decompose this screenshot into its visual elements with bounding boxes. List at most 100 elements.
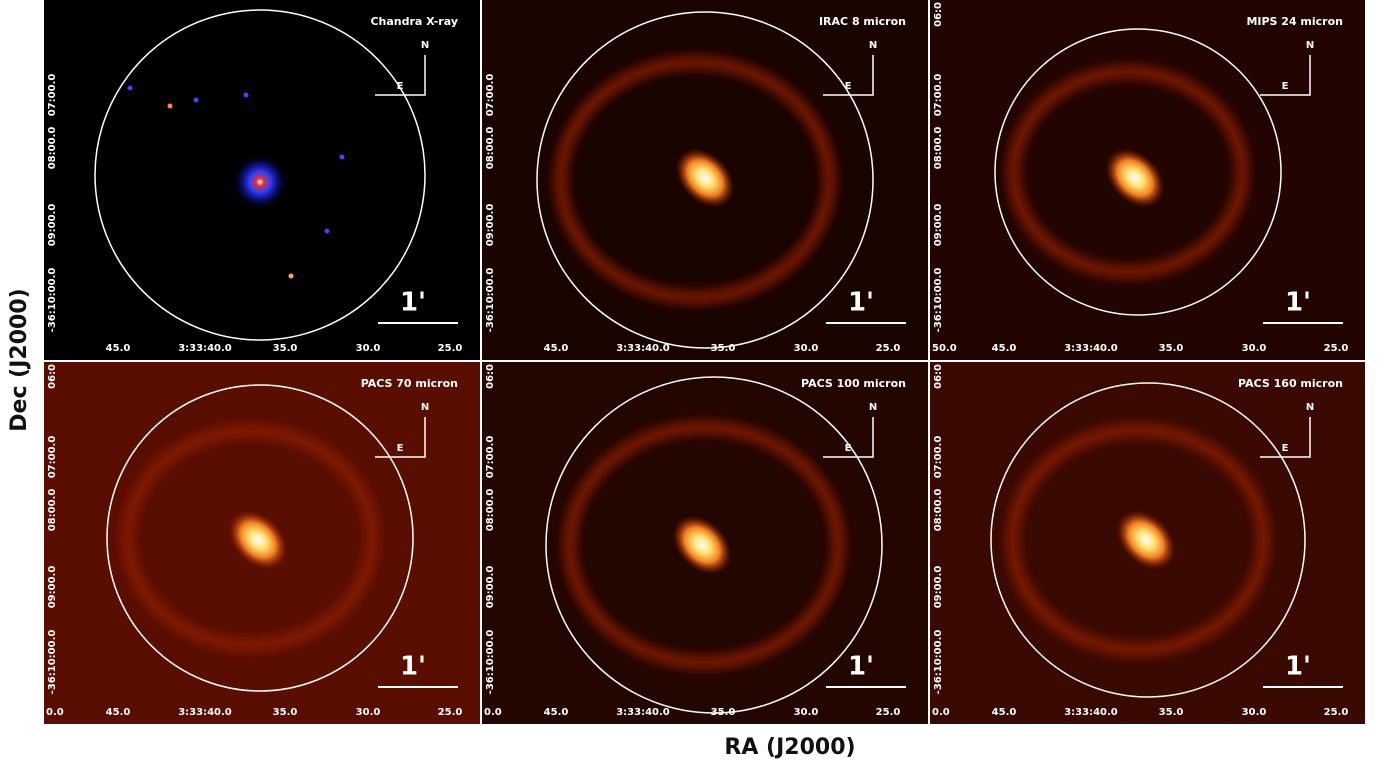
scale-label: 1': [1285, 288, 1311, 318]
ra-tick-label: 25.0: [1324, 343, 1349, 354]
point-source: [340, 155, 345, 160]
dec-tick-label: 08:00.0: [47, 127, 58, 170]
panel: Chandra X-ray N E 1' 45.0 3:33:40.0 35.0 30.0 25…: [44, 0, 480, 360]
north-label: N: [421, 40, 429, 51]
ra-tick-label: 3:33:40.0: [178, 343, 232, 354]
ra-tick-label: 25.0: [438, 707, 463, 718]
east-label: E: [845, 443, 852, 454]
ra-tick-label: 35.0: [273, 707, 298, 718]
dec-tick-label: 07:00.0: [485, 436, 496, 479]
panel-title: IRAC 8 micron: [819, 15, 906, 28]
east-label: E: [397, 443, 404, 454]
y-axis-label: Dec (J2000): [7, 288, 32, 431]
ra-tick-label: 35.0: [273, 343, 298, 354]
point-source: [168, 104, 173, 109]
dec-tick-label: 09:00.0: [933, 566, 944, 609]
ra-tick-label: 30.0: [1242, 343, 1267, 354]
ra-tick-label: 25.0: [438, 343, 463, 354]
dec-tick-label: 09:00.0: [485, 204, 496, 247]
ra-tick-label: 45.0: [106, 343, 131, 354]
panel: PACS 100 micron N E 1' 45.0 3:33:40.0 35.0 30.0…: [482, 362, 928, 724]
scale-label: 1': [1285, 652, 1311, 682]
ra-tick-label: 25.0: [1324, 707, 1349, 718]
ra-tick-label: 25.0: [876, 707, 901, 718]
page: {"axis_labels":{"x":"RA (J2000)","y":"De…: [0, 0, 1387, 773]
dec-tick-label: 08:00.0: [933, 127, 944, 170]
ra-edge-label: 0.0: [46, 707, 64, 718]
ra-tick-label: 35.0: [711, 707, 736, 718]
ra-tick-label: 30.0: [356, 707, 381, 718]
dec-edge-label: 06:0: [485, 364, 496, 389]
north-label: N: [1306, 402, 1314, 413]
scale-label: 1': [400, 288, 426, 318]
east-label: E: [1282, 443, 1289, 454]
dec-edge-label: 06:0: [933, 364, 944, 389]
ra-tick-label: 3:33:40.0: [1064, 707, 1118, 718]
panel: PACS 70 micron N E 1' 45.0 3:33:40.0 35.0 30.0 2…: [44, 362, 480, 724]
ra-tick-label: 30.0: [794, 707, 819, 718]
dec-tick-label: -36:10:00.0: [933, 630, 944, 695]
figure: RA (J2000) Dec (J2000) Chandra X-ray N E 1'…: [0, 0, 1387, 769]
ra-tick-label: 35.0: [1159, 707, 1184, 718]
dec-tick-label: -36:10:00.0: [485, 630, 496, 695]
panel-title: MIPS 24 micron: [1246, 15, 1343, 28]
ra-edge-label: 50.0: [932, 343, 957, 354]
dec-tick-label: 07:00.0: [47, 74, 58, 117]
x-axis-label: RA (J2000): [724, 735, 855, 760]
north-label: N: [869, 402, 877, 413]
point-source: [244, 93, 249, 98]
ra-tick-label: 25.0: [876, 343, 901, 354]
north-label: N: [1306, 40, 1314, 51]
dec-tick-label: 07:00.0: [933, 74, 944, 117]
ra-tick-label: 3:33:40.0: [178, 707, 232, 718]
ra-tick-label: 3:33:40.0: [616, 707, 670, 718]
panel: IRAC 8 micronNE1'45.03:33:40.035.030.025…: [482, 0, 928, 360]
dec-edge-label: 06:0: [933, 2, 944, 27]
dec-tick-label: -36:10:00.0: [485, 268, 496, 333]
dec-tick-label: -36:10:00.0: [47, 268, 58, 333]
east-label: E: [397, 81, 404, 92]
scale-label: 1': [848, 652, 874, 682]
dec-tick-label: 09:00.0: [933, 204, 944, 247]
ra-edge-label: 0.0: [484, 707, 502, 718]
panel-title: Chandra X-ray: [370, 15, 458, 28]
point-source: [289, 274, 294, 279]
dec-tick-label: 08:00.0: [47, 489, 58, 532]
ra-tick-label: 3:33:40.0: [1064, 343, 1118, 354]
ra-tick-label: 35.0: [711, 343, 736, 354]
scale-label: 1': [848, 288, 874, 318]
panel-title: PACS 70 micron: [361, 377, 458, 390]
dec-tick-label: 09:00.0: [485, 566, 496, 609]
ra-tick-label: 45.0: [992, 343, 1017, 354]
dec-tick-label: -36:10:00.0: [933, 268, 944, 333]
ra-tick-label: 45.0: [544, 343, 569, 354]
scale-label: 1': [400, 652, 426, 682]
dec-tick-label: 07:00.0: [933, 436, 944, 479]
panel-title: PACS 160 micron: [1238, 377, 1343, 390]
dec-tick-label: 09:00.0: [47, 204, 58, 247]
ra-tick-label: 3:33:40.0: [616, 343, 670, 354]
dec-tick-label: 09:00.0: [47, 566, 58, 609]
ra-tick-label: 30.0: [794, 343, 819, 354]
ra-edge-label: 0.0: [932, 707, 950, 718]
east-label: E: [845, 81, 852, 92]
ra-tick-label: 45.0: [544, 707, 569, 718]
dec-tick-label: 08:00.0: [933, 489, 944, 532]
point-source: [194, 98, 199, 103]
ra-tick-label: 45.0: [106, 707, 131, 718]
core: [234, 156, 286, 208]
ra-tick-label: 30.0: [1242, 707, 1267, 718]
point-source: [128, 86, 133, 91]
dec-tick-label: -36:10:00.0: [47, 630, 58, 695]
north-label: N: [421, 402, 429, 413]
dec-tick-label: 08:00.0: [485, 127, 496, 170]
dec-edge-label: 06:0: [47, 364, 58, 389]
point-source: [325, 229, 330, 234]
dec-tick-label: 08:00.0: [485, 489, 496, 532]
ra-tick-label: 35.0: [1159, 343, 1184, 354]
panel-title: PACS 100 micron: [801, 377, 906, 390]
ra-tick-label: 30.0: [356, 343, 381, 354]
dec-tick-label: 07:00.0: [485, 74, 496, 117]
